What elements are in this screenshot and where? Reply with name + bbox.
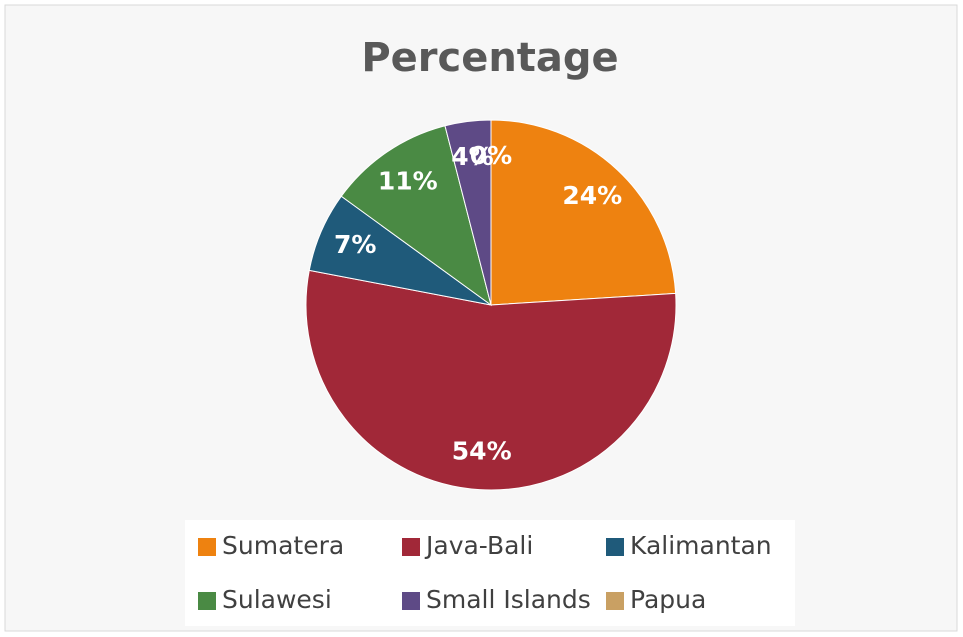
legend-swatch xyxy=(402,538,420,556)
legend-swatch xyxy=(606,592,624,610)
data-label: 4% xyxy=(451,142,493,171)
legend-label: Kalimantan xyxy=(630,531,772,560)
legend-label: Java-Bali xyxy=(424,531,533,560)
pie-slice xyxy=(340,125,492,307)
legend-label: Papua xyxy=(630,585,706,614)
legend-swatch xyxy=(606,538,624,556)
pie-slice xyxy=(305,269,677,491)
pie-slice xyxy=(490,119,677,306)
data-label: 54% xyxy=(452,437,512,466)
data-label: 7% xyxy=(334,230,376,259)
legend-label: Small Islands xyxy=(426,585,591,614)
legend-box xyxy=(185,520,795,626)
legend-swatch xyxy=(198,538,216,556)
legend-swatch xyxy=(198,592,216,610)
data-label: 24% xyxy=(562,181,622,210)
chart-title: Percentage xyxy=(361,35,618,81)
legend-label: Sumatera xyxy=(222,531,344,560)
legend-label: Sulawesi xyxy=(222,585,332,614)
legend-swatch xyxy=(402,592,420,610)
data-label: 0% xyxy=(470,141,512,170)
data-label: 11% xyxy=(378,167,438,196)
